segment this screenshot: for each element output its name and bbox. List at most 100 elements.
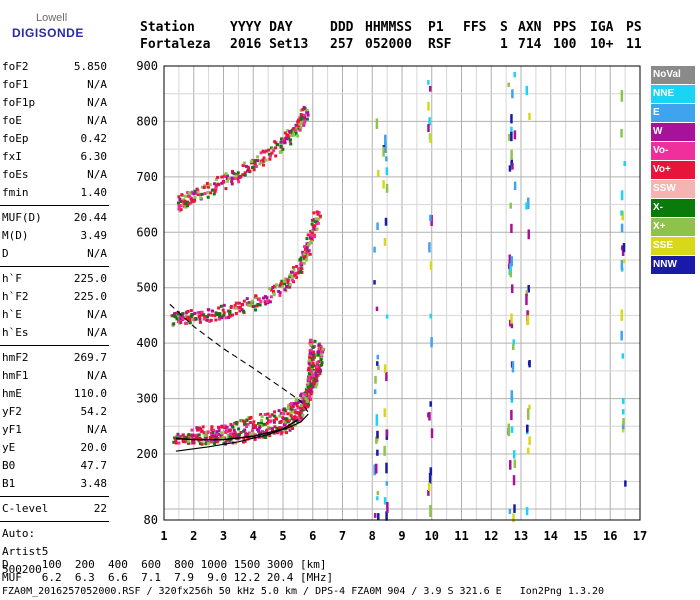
- echo-point: [211, 434, 215, 438]
- echo-point: [509, 460, 512, 470]
- echo-point: [232, 428, 236, 432]
- echo-point: [429, 261, 433, 270]
- echo-point: [233, 441, 237, 445]
- param-value: 47.7: [80, 459, 108, 472]
- echo-point: [195, 426, 199, 430]
- echo-point: [315, 382, 319, 386]
- echo-point: [262, 156, 266, 160]
- separator: [0, 496, 109, 497]
- echo-point: [622, 243, 626, 253]
- echo-point: [283, 288, 287, 292]
- param-row: foE N/A: [2, 114, 107, 132]
- param-value: 3.49: [80, 229, 108, 242]
- echo-point: [299, 406, 303, 410]
- param-value: N/A: [87, 78, 107, 91]
- echo-point: [262, 296, 266, 300]
- echo-point: [621, 353, 625, 359]
- echo-point: [252, 168, 256, 172]
- x-tick-label: 16: [603, 529, 617, 543]
- echo-point: [313, 339, 317, 343]
- echo-point: [220, 425, 224, 429]
- echo-point: [181, 317, 185, 321]
- echo-point: [214, 177, 218, 181]
- echo-point: [175, 434, 179, 438]
- echo-point: [181, 433, 185, 437]
- echo-point: [203, 192, 207, 196]
- echo-point: [272, 292, 276, 296]
- echo-point: [318, 368, 322, 372]
- echo-point: [285, 137, 289, 141]
- echo-point: [375, 118, 379, 129]
- param-row: B1 3.48: [2, 477, 107, 495]
- echo-point: [189, 317, 193, 321]
- echo-point: [245, 418, 249, 422]
- echo-point: [251, 423, 255, 427]
- echo-point: [267, 419, 271, 423]
- echo-point: [315, 373, 319, 377]
- echo-point: [224, 316, 228, 320]
- echo-point: [428, 472, 432, 484]
- echo-point: [230, 313, 234, 317]
- echo-point: [224, 441, 228, 445]
- echo-point: [247, 303, 251, 307]
- echo-point: [197, 428, 201, 432]
- echo-point: [220, 181, 224, 185]
- echo-point: [302, 404, 306, 408]
- echo-point: [259, 421, 263, 425]
- echo-point: [262, 159, 266, 163]
- echo-point: [430, 428, 434, 439]
- param-value: 6.30: [80, 150, 108, 163]
- legend-item-w: W: [651, 123, 695, 141]
- echo-point: [305, 117, 309, 121]
- echo-point: [258, 162, 262, 166]
- echo-point: [175, 317, 179, 321]
- echo-point: [292, 402, 296, 406]
- param-value: 20.44: [73, 211, 107, 224]
- y-tick-label: 300: [136, 392, 158, 406]
- param-value: N/A: [87, 168, 107, 181]
- echo-point: [231, 425, 235, 429]
- echo-point: [313, 224, 317, 228]
- echo-point: [183, 194, 187, 198]
- echo-point: [222, 303, 226, 307]
- echo-point: [244, 164, 248, 168]
- echo-point: [315, 365, 319, 369]
- echo-point: [253, 426, 257, 430]
- echo-point: [429, 133, 432, 144]
- echo-point: [286, 412, 290, 416]
- echo-point: [385, 481, 389, 486]
- echo-point: [187, 202, 191, 206]
- echo-point: [310, 240, 314, 244]
- echo-point: [268, 415, 272, 419]
- echo-point: [196, 311, 200, 315]
- separator: [0, 345, 109, 346]
- echo-point: [277, 409, 281, 413]
- echo-point: [375, 414, 379, 426]
- x-tick-label: 1: [160, 529, 167, 543]
- echo-point: [219, 304, 223, 308]
- echo-point: [195, 187, 199, 191]
- echo-point: [240, 303, 244, 307]
- echo-point: [427, 482, 431, 491]
- echo-point: [286, 278, 290, 282]
- echo-point: [206, 308, 210, 312]
- echo-point: [306, 253, 310, 257]
- echo-point: [428, 412, 431, 421]
- echo-point: [299, 113, 303, 117]
- echo-point: [268, 434, 272, 438]
- echo-point: [310, 385, 314, 389]
- echo-point: [308, 387, 312, 391]
- echo-point: [217, 425, 221, 429]
- echo-point: [233, 431, 237, 435]
- echo-point: [429, 505, 432, 517]
- echo-point: [318, 372, 322, 376]
- echo-point: [223, 424, 227, 428]
- echo-point: [200, 192, 204, 196]
- echo-point: [258, 303, 262, 307]
- echo-point: [273, 410, 277, 414]
- echo-point: [179, 208, 183, 212]
- header-value-ps: 11: [626, 37, 642, 52]
- param-key: h`Es: [2, 326, 29, 339]
- echo-point: [292, 416, 296, 420]
- echo-point: [309, 381, 313, 385]
